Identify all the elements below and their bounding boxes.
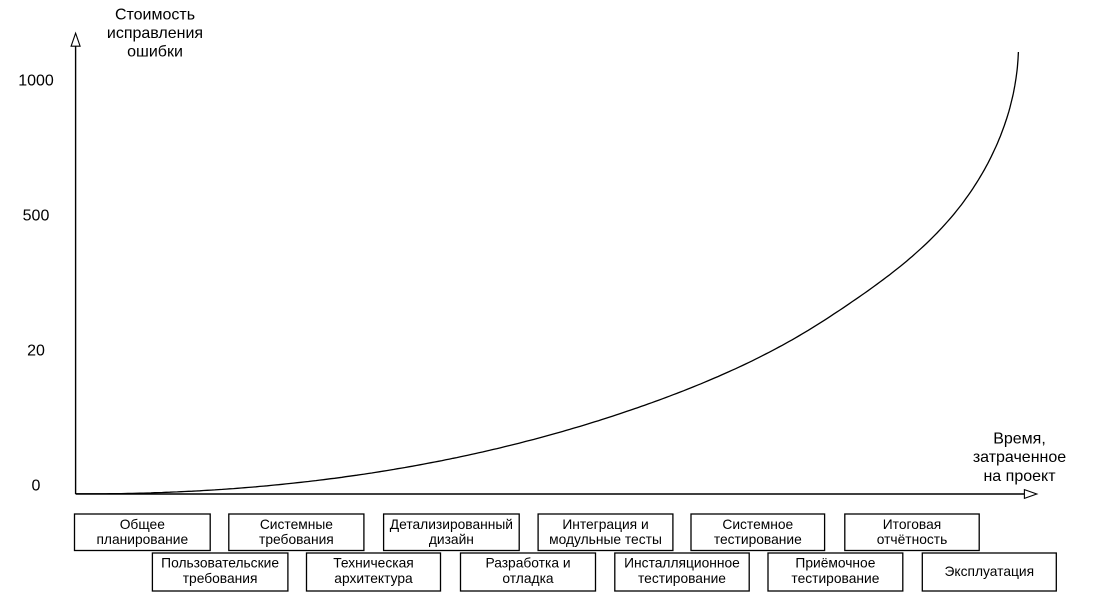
svg-text:Системные: Системные — [260, 517, 333, 532]
svg-text:требования: требования — [183, 571, 258, 586]
svg-text:Детализированный: Детализированный — [390, 517, 513, 532]
svg-text:Эксплуатация: Эксплуатация — [945, 564, 1035, 579]
svg-text:тестирование: тестирование — [714, 532, 802, 547]
svg-text:20: 20 — [27, 343, 45, 360]
svg-text:на проект: на проект — [983, 468, 1056, 485]
svg-text:Пользовательские: Пользовательские — [161, 556, 279, 571]
svg-text:1000: 1000 — [18, 73, 54, 90]
svg-text:тестирование: тестирование — [638, 571, 726, 586]
svg-text:Время,: Время, — [993, 431, 1046, 448]
svg-text:затраченное: затраченное — [973, 449, 1066, 466]
svg-text:требования: требования — [259, 532, 334, 547]
svg-text:500: 500 — [23, 208, 50, 225]
svg-text:отчётность: отчётность — [877, 532, 948, 547]
svg-text:планирование: планирование — [96, 532, 188, 547]
svg-text:Инсталляционное: Инсталляционное — [624, 556, 740, 571]
svg-text:исправления: исправления — [107, 25, 203, 42]
svg-text:дизайн: дизайн — [429, 532, 474, 547]
svg-text:модульные тесты: модульные тесты — [549, 532, 662, 547]
svg-text:Системное: Системное — [722, 517, 793, 532]
svg-text:Разработка и: Разработка и — [485, 556, 570, 571]
svg-text:Общее: Общее — [120, 517, 166, 532]
svg-text:отладка: отладка — [502, 571, 553, 586]
svg-text:Техническая: Техническая — [333, 556, 414, 571]
svg-text:ошибки: ошибки — [127, 44, 183, 61]
svg-text:0: 0 — [32, 478, 41, 495]
svg-text:архитектура: архитектура — [334, 571, 413, 586]
svg-text:Приёмочное: Приёмочное — [795, 556, 875, 571]
svg-text:Интеграция и: Интеграция и — [562, 517, 648, 532]
svg-text:тестирование: тестирование — [791, 571, 879, 586]
svg-text:Итоговая: Итоговая — [883, 517, 941, 532]
svg-text:Стоимость: Стоимость — [115, 7, 195, 24]
